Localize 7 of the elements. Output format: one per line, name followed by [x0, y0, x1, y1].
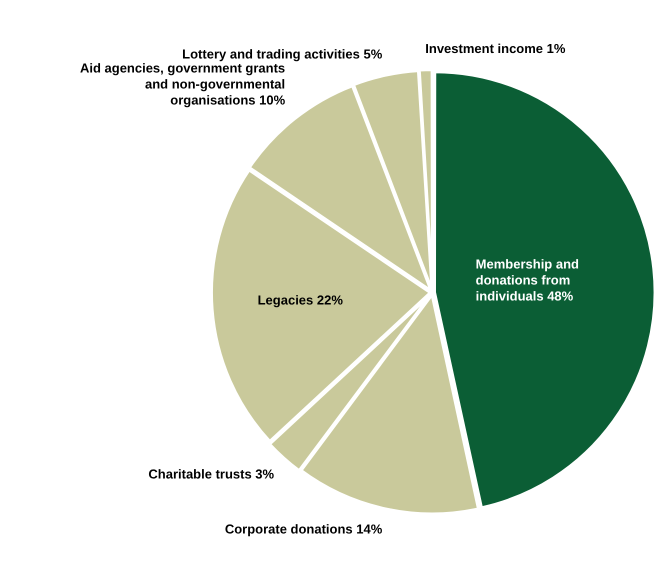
slice-label: Aid agencies, government grants and non-governmental organisations 10%: [80, 60, 286, 108]
slice-label: Corporate donations 14%: [224, 522, 383, 537]
slice-label: Membership and donations from individuals 48%: [476, 256, 580, 304]
slice-label: Investment income 1%: [425, 41, 566, 56]
slice-label: Legacies 22%: [258, 292, 344, 308]
slice-label: Lottery and trading activities 5%: [182, 46, 383, 62]
slice-label: Charitable trusts 3%: [148, 466, 275, 482]
